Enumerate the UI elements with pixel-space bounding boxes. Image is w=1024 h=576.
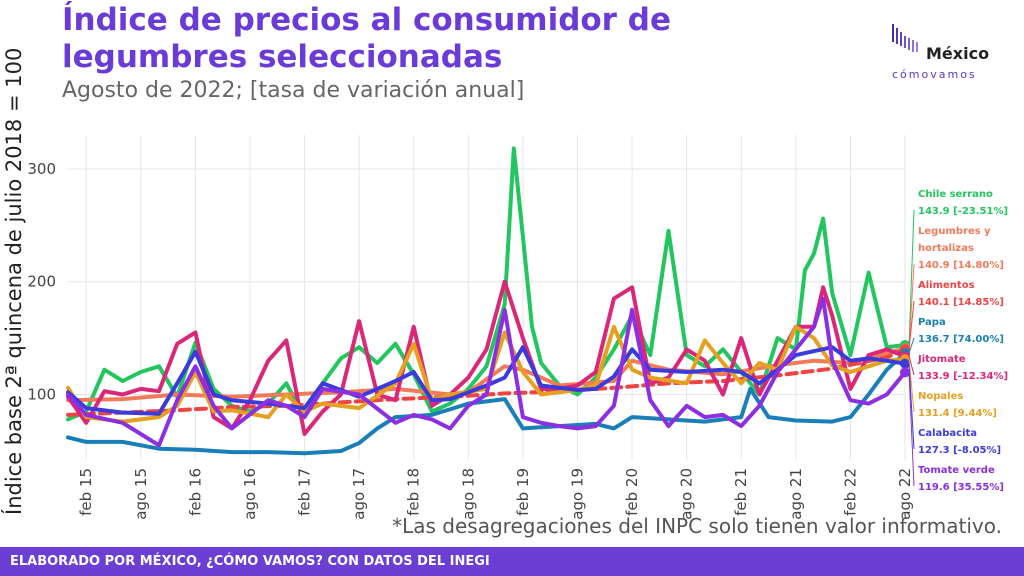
x-tick-label: ago 20 [678,468,696,520]
footer-text: ELABORADO POR MÉXICO, ¿CÓMO VAMOS? CON D… [10,554,490,569]
line-chart: 100 200 300 feb 15 ago 15 feb 16 ago 16 feb 17… [27,135,1008,520]
x-tick-label: feb 19 [514,468,532,516]
chart-subtitle: Agosto de 2022; [tasa de variación anual… [62,78,525,103]
series-label: 131.4 [9.44%] [918,408,997,419]
logo-name: México [926,44,990,63]
y-tick-label: 100 [27,386,56,404]
x-tick-label: feb 22 [841,468,859,516]
series-label: Papa [918,317,946,328]
y-tick-label: 200 [27,273,56,291]
chart-series [66,146,910,456]
footnote: *Las desagregaciones del INPC solo tiene… [392,514,1002,538]
series-label-connector [908,359,915,413]
x-tick-label: ago 22 [896,468,914,520]
series-label: Tomate verde [918,465,995,476]
series-label-connector [908,300,915,350]
series-label: 143.9 [-23.51%] [918,206,1008,217]
y-axis-ticks: 100 200 300 [27,160,56,404]
mexico-como-vamos-logo: México cómovamos [890,24,1010,84]
series-line-papa [66,351,907,456]
series-label: Nopales [918,391,963,402]
series-label: Legumbres y [918,226,991,237]
footer-bar: ELABORADO POR MÉXICO, ¿CÓMO VAMOS? CON D… [0,547,1024,576]
series-label: Chile serrano [918,189,993,200]
series-label: 119.6 [35.55%] [918,482,1004,493]
x-tick-label: ago 17 [350,468,368,520]
x-axis-ticks: feb 15 ago 15 feb 16 ago 16 feb 17 ago 17 feb … [77,468,914,520]
x-tick-label: ago 21 [787,468,805,520]
series-line-tomate-verde [66,296,907,448]
x-tick-label: ago 15 [132,468,150,520]
series-end-point [900,367,910,378]
logo-tagline: cómovamos [892,68,977,81]
series-labels: Chile serrano 143.9 [-23.51%] Legumbres y h… [908,189,1008,493]
x-tick-label: ago 18 [459,468,477,520]
series-label-connector [908,337,915,354]
series-label: Alimentos [918,280,975,291]
series-label: hortalizas [918,243,974,254]
series-end-point [900,358,910,369]
series-label-connector [908,263,915,349]
x-tick-label: feb 18 [405,468,423,516]
series-label-connector [908,209,915,346]
x-tick-label: ago 19 [568,468,586,520]
series-label: 133.9 [-12.34%] [918,371,1008,382]
series-label: 127.3 [-8.05%] [918,445,1001,456]
series-label: 136.7 [74.00%] [918,334,1004,345]
x-tick-label: ago 16 [241,468,259,520]
series-label-connector [908,363,915,450]
series-label: Calabacita [918,428,977,439]
series-label: Jitomate [917,354,966,365]
y-tick-label: 300 [27,160,56,178]
x-tick-label: feb 20 [623,468,641,516]
series-label: 140.1 [14.85%] [918,297,1004,308]
logo-bars-icon [892,24,918,52]
series-label: 140.9 [14.80%] [918,260,1004,271]
x-tick-label: feb 15 [77,468,95,516]
chart-grid [68,135,906,460]
x-tick-label: feb 16 [186,468,204,516]
series-label-connector [908,372,915,487]
x-tick-label: feb 17 [296,468,314,516]
chart-title: Índice de precios al consumidor de legum… [62,2,671,75]
series-label-connector [908,356,915,376]
x-tick-label: feb 21 [732,468,750,516]
